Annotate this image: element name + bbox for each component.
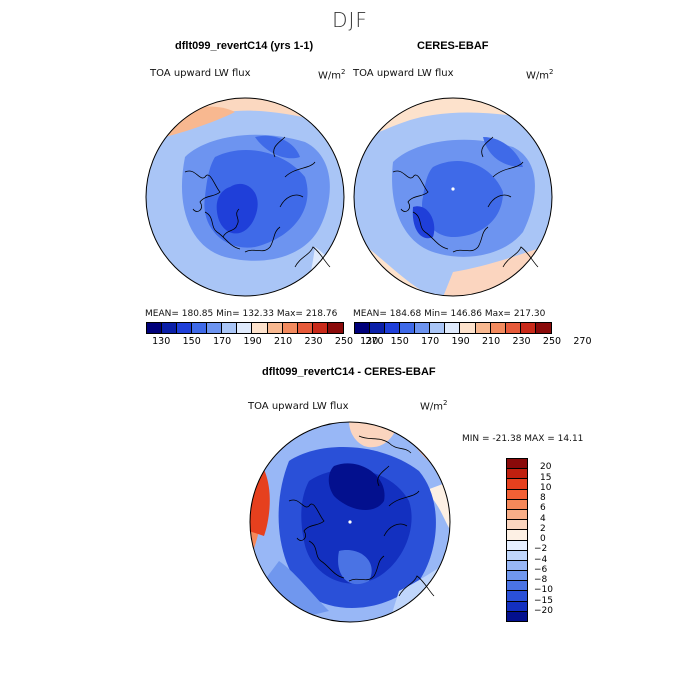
colorbar-tick-label: 130 bbox=[152, 336, 171, 347]
diff-stats: MIN = -21.38 MAX = 14.11 bbox=[462, 434, 584, 444]
colorbar-tick-label: 270 bbox=[573, 336, 592, 347]
colorbar-swatch bbox=[507, 530, 527, 541]
panel-2-map bbox=[353, 97, 553, 297]
colorbar-swatch bbox=[507, 520, 527, 531]
colorbar-tick-label: 6 bbox=[540, 503, 546, 514]
colorbar-tick-label: 20 bbox=[540, 462, 552, 473]
colorbar-tick-label: 15 bbox=[540, 472, 552, 483]
colorbar-tick-label: 0 bbox=[540, 534, 546, 544]
colorbar-swatch bbox=[237, 323, 253, 333]
colorbar-swatch bbox=[355, 323, 371, 333]
colorbar-tick-label: 10 bbox=[540, 482, 552, 493]
diff-field-label: TOA upward LW flux bbox=[248, 401, 349, 412]
colorbar-tick-label: 170 bbox=[213, 336, 232, 347]
diff-units: W/m2 bbox=[420, 399, 448, 413]
colorbar-tick-label: 270 bbox=[365, 336, 384, 347]
colorbar-swatch bbox=[507, 509, 527, 521]
panel-1-colorbar bbox=[146, 322, 344, 334]
colorbar-swatch bbox=[507, 581, 527, 592]
colorbar-swatch bbox=[282, 323, 298, 333]
colorbar-swatch bbox=[507, 459, 527, 470]
colorbar-tick-label: 230 bbox=[304, 336, 323, 347]
colorbar-swatch bbox=[507, 611, 527, 621]
colorbar-swatch bbox=[507, 601, 527, 612]
page-title: DJF bbox=[332, 8, 368, 32]
panel-2-field-label: TOA upward LW flux bbox=[353, 68, 454, 79]
colorbar-swatch bbox=[507, 469, 527, 480]
colorbar-swatch bbox=[207, 323, 223, 333]
colorbar-tick-label: −4 bbox=[534, 554, 548, 565]
colorbar-tick-label: 250 bbox=[542, 336, 562, 347]
colorbar-swatch bbox=[312, 323, 328, 333]
colorbar-tick-label: −8 bbox=[534, 575, 548, 585]
colorbar-swatch bbox=[222, 323, 238, 333]
colorbar-swatch bbox=[297, 323, 313, 333]
panel-2-units: W/m2 bbox=[526, 68, 554, 82]
panel-1-units: W/m2 bbox=[318, 68, 346, 82]
colorbar-swatch bbox=[460, 323, 476, 333]
colorbar-tick-label: 190 bbox=[451, 336, 470, 347]
colorbar-tick-label: −20 bbox=[534, 605, 553, 616]
colorbar-swatch bbox=[475, 323, 491, 333]
colorbar-tick-label: −10 bbox=[534, 585, 553, 596]
colorbar-swatch bbox=[147, 323, 163, 333]
colorbar-swatch bbox=[400, 323, 416, 333]
colorbar-swatch bbox=[507, 560, 527, 572]
colorbar-swatch bbox=[370, 323, 386, 333]
colorbar-tick-label: −15 bbox=[534, 595, 553, 606]
colorbar-swatch bbox=[385, 323, 401, 333]
panel-1-title: dflt099_revertC14 (yrs 1-1) bbox=[175, 40, 314, 52]
colorbar-swatch bbox=[252, 323, 268, 333]
colorbar-swatch bbox=[520, 323, 536, 333]
colorbar-swatch bbox=[507, 540, 527, 551]
colorbar-tick-label: 230 bbox=[512, 336, 531, 347]
colorbar-tick-label: 4 bbox=[540, 513, 546, 524]
colorbar-swatch bbox=[507, 489, 527, 500]
colorbar-swatch bbox=[177, 323, 193, 333]
colorbar-tick-label: 130 bbox=[360, 336, 379, 347]
colorbar-swatch bbox=[267, 323, 283, 333]
colorbar-swatch bbox=[507, 591, 527, 602]
colorbar-swatch bbox=[507, 499, 527, 510]
diff-colorbar-ticks: 20 15 10 8 6 4 2 0 −2 −4 −6 −8 −10 −15 −20 bbox=[534, 458, 574, 622]
colorbar-tick-label: 150 bbox=[390, 336, 409, 347]
panel-2-title: CERES-EBAF bbox=[417, 40, 489, 52]
colorbar-swatch bbox=[415, 323, 431, 333]
diff-colorbar bbox=[506, 458, 528, 622]
colorbar-swatch bbox=[507, 479, 527, 490]
diff-panel-title: dflt099_revertC14 - CERES-EBAF bbox=[262, 366, 436, 378]
colorbar-tick-label: 8 bbox=[540, 493, 546, 503]
colorbar-tick-label: 170 bbox=[421, 336, 440, 347]
colorbar-swatch bbox=[445, 323, 461, 333]
colorbar-tick-label: 250 bbox=[334, 336, 354, 347]
colorbar-swatch bbox=[430, 323, 446, 333]
panel-1-field-label: TOA upward LW flux bbox=[150, 68, 251, 79]
colorbar-swatch bbox=[162, 323, 178, 333]
panel-2-colorbar bbox=[354, 322, 552, 334]
colorbar-swatch bbox=[490, 323, 506, 333]
panel-2-stats: MEAN= 184.68 Min= 146.86 Max= 217.30 bbox=[353, 309, 546, 319]
colorbar-swatch bbox=[192, 323, 208, 333]
diff-map bbox=[249, 421, 451, 623]
colorbar-swatch bbox=[535, 323, 551, 333]
colorbar-tick-label: 190 bbox=[243, 336, 262, 347]
panel-1-map bbox=[145, 97, 345, 297]
colorbar-tick-label: 210 bbox=[273, 336, 293, 347]
colorbar-swatch bbox=[327, 323, 343, 333]
colorbar-tick-label: −6 bbox=[534, 564, 548, 575]
colorbar-tick-label: 210 bbox=[481, 336, 501, 347]
colorbar-tick-label: 2 bbox=[540, 523, 546, 534]
panel-1-stats: MEAN= 180.85 Min= 132.33 Max= 218.76 bbox=[145, 309, 338, 319]
colorbar-tick-label: 150 bbox=[182, 336, 201, 347]
colorbar-tick-label: −2 bbox=[534, 544, 548, 555]
colorbar-swatch bbox=[505, 323, 521, 333]
colorbar-swatch bbox=[507, 571, 527, 582]
colorbar-swatch bbox=[507, 550, 527, 561]
